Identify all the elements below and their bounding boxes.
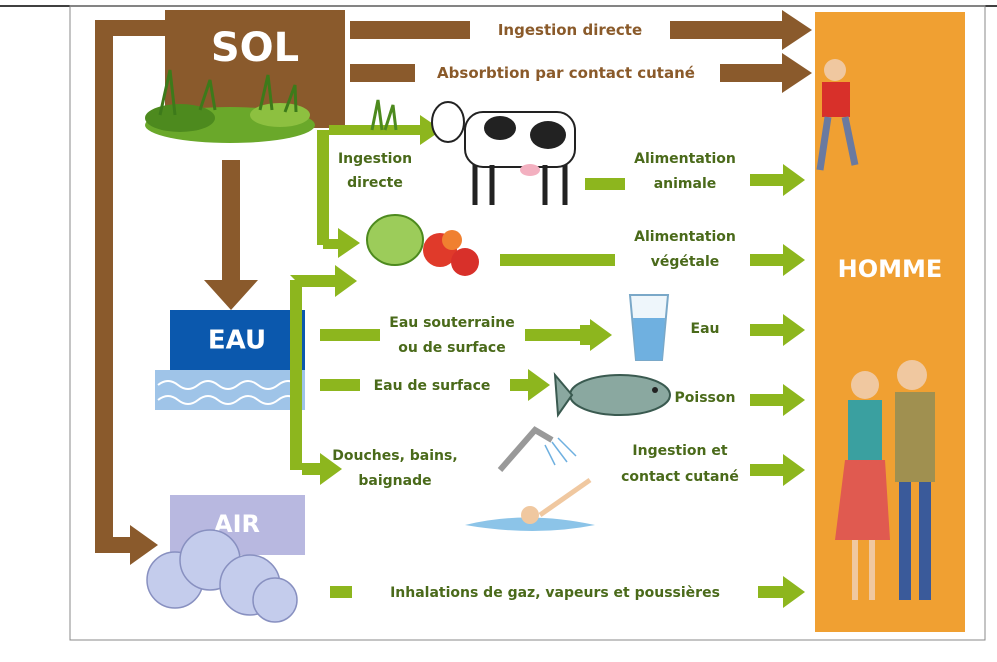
arrow [580, 319, 612, 351]
node-label: SOL [211, 25, 299, 71]
arrow [750, 164, 805, 196]
arrow [750, 454, 805, 486]
cow-icon [432, 102, 575, 205]
label-line: ou de surface [398, 340, 505, 356]
connector [320, 379, 360, 391]
path-label: Ingestion directe [338, 151, 412, 191]
label-line: baignade [358, 473, 431, 489]
path-label: Eau de surface [374, 378, 491, 394]
connector [320, 329, 380, 341]
label-line: directe [347, 175, 403, 191]
label-line: Alimentation [634, 229, 736, 245]
arrow [750, 384, 805, 416]
path-label: Ingestion directe [498, 21, 642, 39]
path-label: Poisson [675, 390, 736, 406]
path-label: Eau [691, 321, 720, 337]
node-label: HOMME [838, 255, 943, 283]
label-line: Ingestion [338, 151, 412, 167]
path-label: Inhalations de gaz, vapeurs et poussière… [390, 585, 720, 601]
arrow [95, 20, 165, 565]
path-label: Eau souterraine ou de surface [389, 315, 514, 356]
connector [510, 379, 528, 391]
path-label: Absorbtion par contact cutané [437, 64, 695, 82]
path-label: Alimentation animale [634, 151, 736, 192]
path-label: Alimentation végétale [634, 229, 736, 270]
arrow [204, 160, 258, 310]
node-label: EAU [208, 326, 266, 356]
label-line: Ingestion et [632, 443, 727, 459]
connector [330, 586, 352, 598]
path-label: Ingestion et contact cutané [621, 443, 739, 485]
path-label: Douches, bains, baignade [332, 448, 457, 489]
connector [317, 130, 329, 245]
vegetables-icon [367, 215, 479, 276]
connector [585, 178, 625, 190]
diagram: HOMME SOL Ingestion directe Absorbtion p… [0, 0, 997, 662]
fish-icon [555, 375, 670, 415]
arrow [750, 314, 805, 346]
arrow [750, 244, 805, 276]
arrow [528, 369, 550, 401]
label-line: contact cutané [621, 469, 739, 485]
page: HOMME SOL Ingestion directe Absorbtion p… [0, 0, 997, 662]
label-line: animale [654, 176, 717, 192]
shower-swimmer-icon [465, 430, 595, 531]
label-line: Douches, bains, [332, 448, 457, 464]
label-line: Eau souterraine [389, 315, 514, 331]
connector [500, 254, 615, 266]
glass-water [633, 318, 665, 360]
arrow [758, 576, 805, 608]
label-line: Alimentation [634, 151, 736, 167]
connector [290, 280, 302, 470]
label-line: végétale [651, 254, 720, 270]
